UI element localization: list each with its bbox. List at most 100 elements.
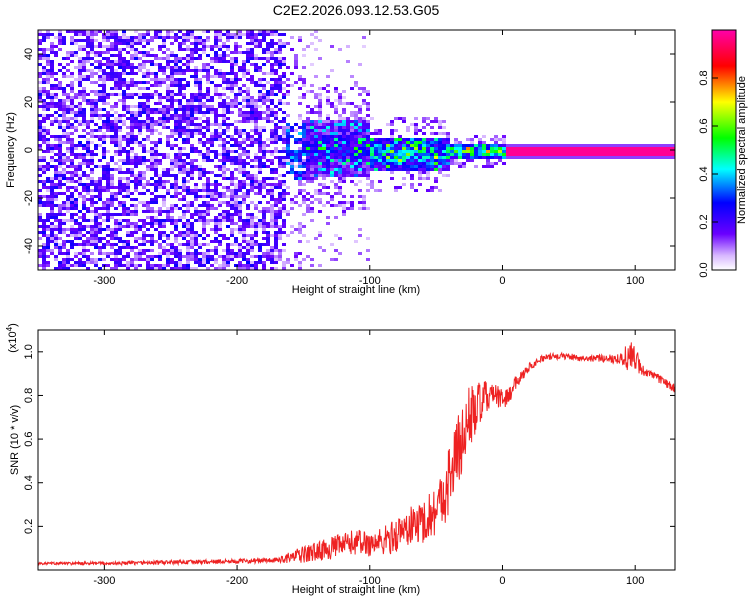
heatmap-cell bbox=[242, 222, 246, 225]
heatmap-cell bbox=[142, 54, 146, 57]
heatmap-cell bbox=[66, 240, 70, 243]
heatmap-cell bbox=[142, 66, 146, 69]
heatmap-cell bbox=[194, 165, 198, 168]
heatmap-cell bbox=[234, 213, 238, 216]
heatmap-cell bbox=[134, 177, 138, 180]
heatmap-cell bbox=[74, 264, 78, 267]
heatmap-cell bbox=[230, 138, 234, 141]
heatmap-cell bbox=[622, 144, 626, 147]
heatmap-cell bbox=[218, 54, 222, 57]
heatmap-cell bbox=[170, 186, 174, 189]
heatmap-cell bbox=[438, 132, 442, 135]
heatmap-cell bbox=[258, 222, 262, 225]
heatmap-cell bbox=[258, 117, 262, 120]
heatmap-cell bbox=[318, 144, 322, 147]
heatmap-cell bbox=[362, 171, 366, 174]
heatmap-cell bbox=[198, 195, 202, 198]
heatmap-cell bbox=[274, 219, 278, 222]
heatmap-cell bbox=[62, 168, 66, 171]
heatmap-cell bbox=[178, 192, 182, 195]
heatmap-cell bbox=[98, 42, 102, 45]
heatmap-cell bbox=[174, 120, 178, 123]
heatmap-cell bbox=[226, 54, 230, 57]
heatmap-cell bbox=[310, 210, 314, 213]
heatmap-cell bbox=[166, 264, 170, 267]
heatmap-cell bbox=[358, 153, 362, 156]
heatmap-cell bbox=[306, 156, 310, 159]
heatmap-cell bbox=[150, 165, 154, 168]
heatmap-cell bbox=[298, 117, 302, 120]
heatmap-cell bbox=[370, 150, 374, 153]
heatmap-cell bbox=[294, 54, 298, 57]
heatmap-cell bbox=[190, 168, 194, 171]
heatmap-cell bbox=[282, 96, 286, 99]
heatmap-cell bbox=[134, 186, 138, 189]
heatmap-cell bbox=[266, 117, 270, 120]
heatmap-x-tick-label: -100 bbox=[359, 275, 381, 287]
heatmap-cell bbox=[222, 132, 226, 135]
heatmap-cell bbox=[574, 156, 578, 159]
heatmap-cell bbox=[66, 105, 70, 108]
heatmap-cell bbox=[198, 150, 202, 153]
heatmap-cell bbox=[458, 162, 462, 165]
heatmap-cell bbox=[230, 150, 234, 153]
heatmap-cell bbox=[150, 240, 154, 243]
heatmap-cell bbox=[334, 90, 338, 93]
heatmap-cell bbox=[178, 150, 182, 153]
heatmap-cell bbox=[482, 165, 486, 168]
heatmap-cell bbox=[134, 189, 138, 192]
heatmap-cell bbox=[366, 258, 370, 261]
heatmap-cell bbox=[270, 33, 274, 36]
heatmap-cell bbox=[70, 177, 74, 180]
heatmap-cell bbox=[326, 186, 330, 189]
heatmap-cell bbox=[222, 138, 226, 141]
heatmap-cell bbox=[186, 222, 190, 225]
heatmap-cell bbox=[150, 129, 154, 132]
heatmap-cell bbox=[206, 195, 210, 198]
heatmap-cell bbox=[286, 66, 290, 69]
heatmap-cell bbox=[310, 147, 314, 150]
heatmap-cell bbox=[174, 264, 178, 267]
heatmap-cell bbox=[42, 72, 46, 75]
heatmap-cell bbox=[342, 201, 346, 204]
heatmap-cell bbox=[430, 138, 434, 141]
heatmap-cell bbox=[426, 156, 430, 159]
heatmap-cell bbox=[86, 93, 90, 96]
heatmap-cell bbox=[114, 33, 118, 36]
heatmap-cell bbox=[186, 249, 190, 252]
heatmap-cell bbox=[222, 51, 226, 54]
heatmap-cell bbox=[662, 156, 666, 159]
heatmap-cell bbox=[486, 165, 490, 168]
heatmap-cell bbox=[242, 138, 246, 141]
heatmap-cell bbox=[50, 195, 54, 198]
heatmap-cell bbox=[198, 108, 202, 111]
heatmap-cell bbox=[90, 102, 94, 105]
heatmap-cell bbox=[62, 228, 66, 231]
heatmap-cell bbox=[114, 237, 118, 240]
heatmap-cell bbox=[158, 225, 162, 228]
heatmap-cell bbox=[142, 147, 146, 150]
heatmap-cell bbox=[150, 39, 154, 42]
heatmap-cell bbox=[70, 171, 74, 174]
heatmap-cell bbox=[174, 186, 178, 189]
heatmap-cell bbox=[266, 201, 270, 204]
heatmap-cell bbox=[74, 219, 78, 222]
heatmap-cell bbox=[214, 93, 218, 96]
heatmap-cell bbox=[334, 249, 338, 252]
heatmap-cell bbox=[250, 144, 254, 147]
heatmap-cell bbox=[234, 252, 238, 255]
heatmap-cell bbox=[146, 105, 150, 108]
heatmap-cell bbox=[254, 267, 258, 270]
heatmap-cell bbox=[62, 117, 66, 120]
heatmap-cell bbox=[114, 60, 118, 63]
heatmap-cell bbox=[46, 63, 50, 66]
heatmap-cell bbox=[250, 42, 254, 45]
heatmap-cell bbox=[130, 222, 134, 225]
heatmap-cell bbox=[186, 156, 190, 159]
heatmap-cell bbox=[258, 249, 262, 252]
heatmap-cell bbox=[102, 81, 106, 84]
heatmap-cell bbox=[170, 129, 174, 132]
heatmap-cell bbox=[170, 216, 174, 219]
heatmap-cell bbox=[310, 144, 314, 147]
